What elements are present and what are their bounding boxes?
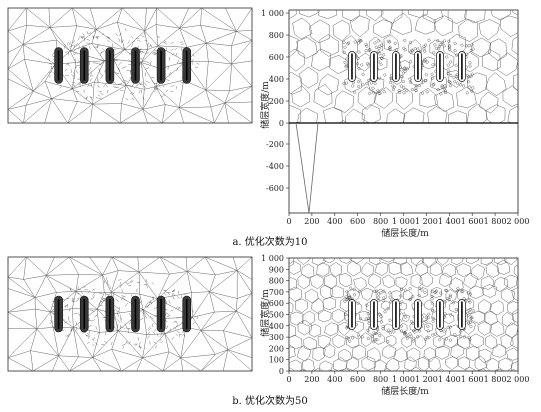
y-tick-label: 200 bbox=[269, 344, 284, 353]
panel-a-axes: 1 000 800 600 400 200 0 -200 -400 -600 0 200 400 600… bbox=[261, 9, 529, 226]
panel-a-triangular-mesh bbox=[7, 7, 253, 124]
panel-a-xlabel: 储层长度/m bbox=[381, 227, 429, 239]
x-tick-label: 400 bbox=[327, 217, 342, 226]
x-tick-label: 0 bbox=[286, 217, 291, 226]
x-tick-label: 800 bbox=[373, 375, 388, 384]
x-tick-label: 400 bbox=[327, 375, 342, 384]
x-tick-label: 200 bbox=[304, 217, 319, 226]
x-tick-label: 1 800 bbox=[484, 375, 507, 384]
y-tick-label: 300 bbox=[269, 333, 284, 342]
x-tick-label: 1 600 bbox=[461, 375, 484, 384]
x-tick-label: 600 bbox=[350, 375, 365, 384]
mesh-lines bbox=[7, 256, 253, 372]
y-tick-label: 500 bbox=[269, 311, 284, 320]
panel-b-voronoi-mesh bbox=[288, 257, 519, 372]
panel-a-ylabel: 储层宽度/m bbox=[259, 81, 271, 129]
panel-a-voronoi-mesh bbox=[288, 9, 519, 124]
y-tick-label: -600 bbox=[266, 184, 284, 193]
y-tick-label: -400 bbox=[266, 162, 284, 171]
x-tick-label: 600 bbox=[350, 217, 365, 226]
panel-b-caption: b. 优化次数为50 bbox=[232, 394, 307, 407]
mesh-artifact-lines bbox=[295, 122, 319, 214]
y-tick-label: 0 bbox=[279, 367, 284, 376]
x-tick-label: 1 000 bbox=[392, 375, 415, 384]
panel-b-xlabel: 储层长度/m bbox=[381, 385, 429, 397]
y-tick-label: 600 bbox=[269, 53, 284, 62]
x-tick-label: 1 400 bbox=[438, 375, 461, 384]
x-tick-label: 1 200 bbox=[415, 217, 438, 226]
x-tick-label: 800 bbox=[373, 217, 388, 226]
x-tick-label: 2 000 bbox=[507, 375, 530, 384]
y-tick-label: 600 bbox=[269, 299, 284, 308]
plot-area bbox=[288, 257, 519, 372]
x-tick-label: 200 bbox=[304, 375, 319, 384]
y-tick-label: 700 bbox=[269, 288, 284, 297]
y-tick-label: 800 bbox=[269, 277, 284, 286]
voronoi-cells bbox=[289, 258, 518, 371]
panel-a-caption: a. 优化次数为10 bbox=[232, 235, 307, 248]
y-tick-label: 200 bbox=[269, 97, 284, 106]
y-tick-label: 900 bbox=[269, 265, 284, 274]
y-tick-label: 400 bbox=[269, 75, 284, 84]
x-tick-label: 0 bbox=[286, 375, 291, 384]
y-tick-label: 0 bbox=[279, 119, 284, 128]
x-tick-label: 2 000 bbox=[507, 217, 530, 226]
x-tick-label: 1 000 bbox=[392, 217, 415, 226]
y-tick-label: 800 bbox=[269, 31, 284, 40]
y-tick-label: -200 bbox=[266, 140, 284, 149]
x-tick-label: 1 200 bbox=[415, 375, 438, 384]
y-tick-label: 100 bbox=[269, 356, 284, 365]
x-tick-label: 1 400 bbox=[438, 217, 461, 226]
y-tick-label: 1 000 bbox=[261, 254, 284, 263]
panel-a-lower-plot-area bbox=[288, 122, 519, 214]
panel-b-triangular-mesh bbox=[7, 256, 253, 372]
plot-area bbox=[288, 9, 519, 124]
panel-b-ylabel: 储层宽度/m bbox=[259, 289, 271, 337]
x-tick-label: 1 800 bbox=[484, 217, 507, 226]
y-tick-label: 400 bbox=[269, 322, 284, 331]
x-tick-label: 1 600 bbox=[461, 217, 484, 226]
y-tick-label: 1 000 bbox=[261, 9, 284, 18]
